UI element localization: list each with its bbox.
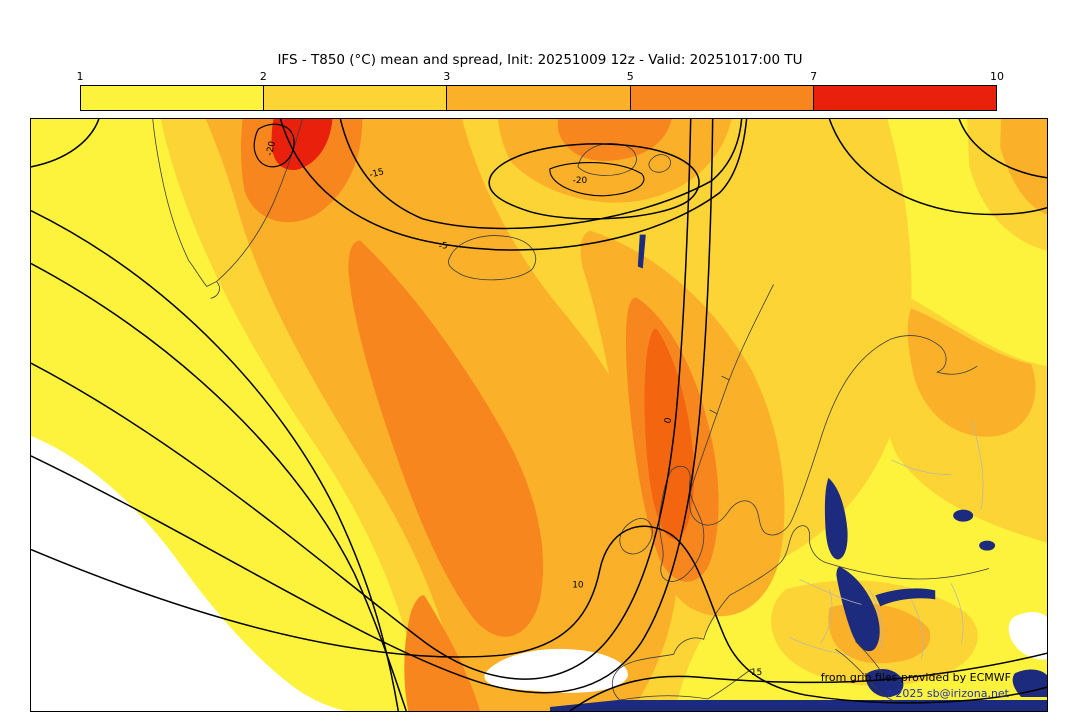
contour-label: -15 xyxy=(368,167,385,180)
colorbar-tick: 7 xyxy=(810,70,818,83)
contour-label: 10 xyxy=(572,580,584,590)
contour-label: 0 xyxy=(663,417,674,425)
colorbar-tick: 1 xyxy=(76,70,84,83)
colorbar-scale xyxy=(80,85,997,111)
country-borders xyxy=(789,419,984,660)
colorbar-segment-5-7 xyxy=(629,86,813,110)
colorbar-tick: 10 xyxy=(990,70,1004,83)
colorbar-segment-7-10 xyxy=(812,86,997,110)
colorbar-tick: 5 xyxy=(626,70,634,83)
attribution-copyright: ©2025 sb@irizona.net xyxy=(884,687,1009,700)
contour-label: -20 xyxy=(573,176,588,186)
contour-labels: -20 -20 -15 -5 0 10 15 xyxy=(265,140,762,678)
coastlines xyxy=(152,119,990,703)
spread-fill-low xyxy=(31,435,1047,711)
colorbar-segment-2-3 xyxy=(263,86,447,110)
spread-fill-level5 xyxy=(271,119,333,171)
colorbar-segment-3-5 xyxy=(446,86,630,110)
colorbar-tick: 3 xyxy=(443,70,451,83)
contour-label: -20 xyxy=(265,140,278,157)
colorbar-tick: 2 xyxy=(259,70,267,83)
map-canvas: -20 -20 -15 -5 0 10 15 from grib files p… xyxy=(30,118,1048,712)
contour-lines xyxy=(31,119,1047,711)
attribution-source: from grib files provided by ECMWF xyxy=(820,671,1011,684)
contour-label: -5 xyxy=(439,242,448,252)
page-title: IFS - T850 (°C) mean and spread, Init: 2… xyxy=(277,52,803,68)
colorbar-segment-1-2 xyxy=(81,86,264,110)
contour-map-svg: -20 -20 -15 -5 0 10 15 xyxy=(31,119,1047,711)
contour-label: 15 xyxy=(751,668,762,678)
spread-fill-deep xyxy=(644,328,695,540)
colorbar: 1 2 3 5 7 10 xyxy=(77,70,1004,111)
